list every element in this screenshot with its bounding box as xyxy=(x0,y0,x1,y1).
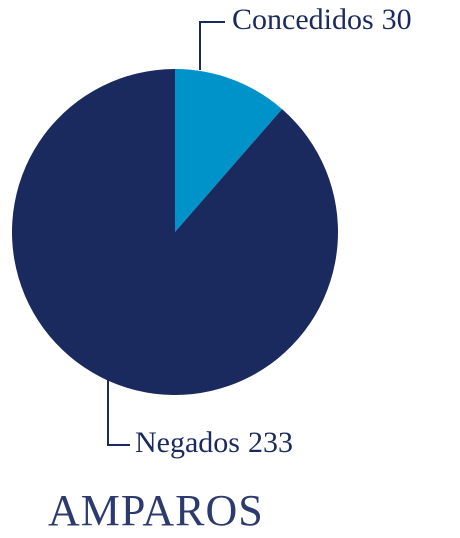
category-name: Negados xyxy=(135,426,240,459)
pie-slice xyxy=(175,69,283,232)
category-name: Concedidos xyxy=(232,3,374,36)
value-label: 30 xyxy=(382,3,412,36)
leader-line xyxy=(199,21,225,70)
leader-line xyxy=(107,380,130,446)
pie xyxy=(11,69,338,395)
pie-slice xyxy=(11,69,338,395)
chart-title: AMPAROS xyxy=(48,486,264,535)
slice-label: Concedidos 30 xyxy=(232,3,412,36)
slice-label: Negados 233 xyxy=(135,426,293,459)
value-label: 233 xyxy=(248,426,293,459)
